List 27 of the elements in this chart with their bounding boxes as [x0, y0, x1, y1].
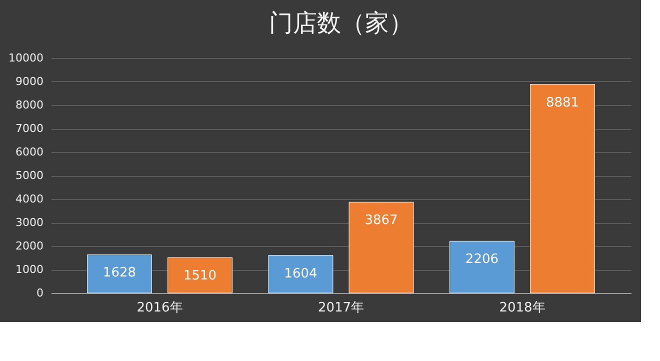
y-tick-label: 1000 [16, 263, 44, 276]
data-label: 8881 [546, 95, 580, 110]
y-tick-label: 10000 [8, 52, 44, 64]
bar [168, 257, 232, 294]
y-tick-label: 8000 [16, 98, 44, 112]
x-tick-label: 2017年 [318, 300, 364, 316]
y-tick-label: 2000 [16, 240, 44, 252]
data-label: 3867 [364, 213, 398, 228]
bar [87, 254, 152, 294]
y-tick-label: 7000 [16, 122, 44, 135]
bar [268, 255, 334, 294]
y-tick-label: 0 [36, 286, 44, 300]
data-label: 1628 [102, 266, 136, 281]
y-tick-label: 6000 [16, 146, 44, 158]
x-tick-label: 2016年 [136, 300, 183, 316]
y-tick-label: 4000 [16, 192, 44, 206]
bar [450, 240, 514, 294]
chart-title: 门店数（家） [269, 9, 413, 37]
data-label: 1604 [284, 266, 318, 282]
y-tick-label: 3000 [16, 216, 44, 229]
x-tick-label: 2018年 [499, 300, 546, 316]
y-tick-label: 5000 [16, 169, 44, 182]
data-label: 2206 [465, 252, 499, 268]
y-tick-label: 9000 [16, 75, 44, 88]
data-label: 1510 [183, 268, 217, 284]
bar [348, 202, 414, 294]
bar [530, 84, 595, 294]
